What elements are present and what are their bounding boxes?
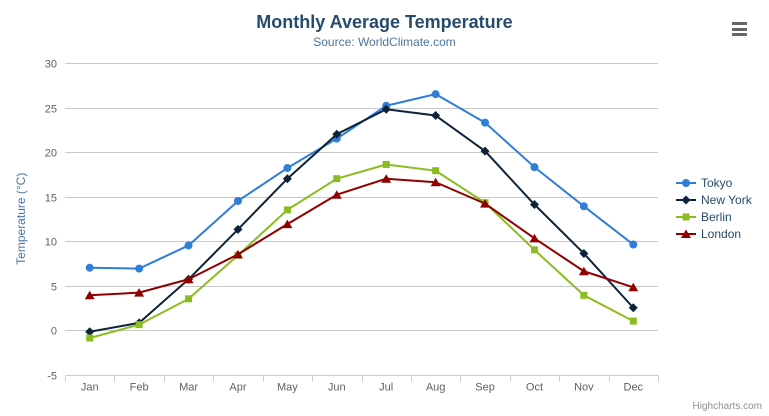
series-point-berlin[interactable] <box>333 175 341 183</box>
series-point-new-york[interactable] <box>431 111 441 121</box>
y-axis-label: 10 <box>45 237 57 249</box>
x-axis-label: Apr <box>229 382 246 394</box>
legend-item-label: London <box>701 226 742 241</box>
series-point-london[interactable] <box>134 288 145 297</box>
y-axis-title: Temperature (°C) <box>14 173 28 265</box>
series-point-london[interactable] <box>430 177 441 187</box>
series-point-berlin[interactable] <box>283 206 291 214</box>
legend-item-label: Berlin <box>701 209 732 224</box>
chart-subtitle: Source: WorldClimate.com <box>313 35 456 49</box>
legend-symbol-diamond-icon <box>676 195 696 204</box>
legend-item-new-york[interactable]: New York <box>676 192 752 207</box>
series-point-new-york[interactable] <box>332 129 342 139</box>
series-point-london[interactable] <box>331 190 342 199</box>
series-new-york <box>85 104 638 337</box>
series-tokyo <box>85 90 638 273</box>
legend-item-tokyo[interactable]: Tokyo <box>676 175 752 190</box>
legend-item-label: New York <box>701 192 752 207</box>
series-line-london <box>88 177 635 297</box>
legend-item-berlin[interactable]: Berlin <box>676 209 752 224</box>
series-point-london[interactable] <box>628 282 639 292</box>
series-point-london[interactable] <box>529 233 540 243</box>
series-point-new-york[interactable] <box>282 174 292 184</box>
series-point-new-york[interactable] <box>85 327 95 337</box>
y-axis-label: 15 <box>45 193 57 205</box>
series-line-berlin <box>88 163 635 340</box>
chart-title: Monthly Average Temperature <box>256 12 513 32</box>
x-axis-label: Dec <box>624 382 644 394</box>
x-axis-label: Oct <box>526 382 543 394</box>
series-point-london[interactable] <box>480 199 491 208</box>
series-point-tokyo[interactable] <box>233 196 242 205</box>
series-point-new-york[interactable] <box>579 248 589 258</box>
series-point-london[interactable] <box>232 249 243 259</box>
series-point-tokyo[interactable] <box>481 118 490 127</box>
hamburger-icon <box>732 33 747 36</box>
series-point-london[interactable] <box>282 219 293 229</box>
series-point-berlin[interactable] <box>86 334 94 342</box>
series-point-berlin[interactable] <box>135 321 143 329</box>
series-point-tokyo[interactable] <box>184 241 193 250</box>
series-point-tokyo[interactable] <box>135 264 144 273</box>
x-axis-label: Jun <box>328 382 346 394</box>
series-line-tokyo <box>88 93 635 270</box>
hamburger-icon <box>732 22 747 25</box>
legend-symbol-square-icon <box>676 213 696 220</box>
series-point-tokyo[interactable] <box>431 90 440 99</box>
legend: Tokyo New York Berlin London <box>676 175 752 241</box>
y-axis-label: 0 <box>51 326 57 338</box>
x-axis-label: May <box>277 382 298 394</box>
series-point-new-york[interactable] <box>529 200 539 210</box>
series-point-new-york[interactable] <box>480 146 490 156</box>
legend-item-london[interactable]: London <box>676 226 752 241</box>
legend-symbol-triangle-icon <box>676 229 696 238</box>
legend-item-label: Tokyo <box>701 175 733 190</box>
series-point-tokyo[interactable] <box>85 263 94 272</box>
x-axis-label: Nov <box>574 382 594 394</box>
series-point-new-york[interactable] <box>233 224 243 234</box>
series-point-berlin[interactable] <box>530 246 538 254</box>
export-menu-button[interactable] <box>729 20 751 38</box>
series-point-london[interactable] <box>578 266 589 276</box>
x-axis-label: Feb <box>130 382 149 394</box>
x-axis-label: Jan <box>81 382 99 394</box>
series-point-new-york[interactable] <box>628 303 638 313</box>
series-line-new-york <box>88 108 635 333</box>
series-point-new-york[interactable] <box>381 104 391 114</box>
y-axis-label: 20 <box>45 148 57 160</box>
series-point-tokyo[interactable] <box>579 202 588 211</box>
series-point-tokyo[interactable] <box>283 164 292 173</box>
series-point-berlin[interactable] <box>629 317 637 325</box>
x-axis-label: Jul <box>379 382 393 394</box>
y-axis-label: 5 <box>51 282 57 294</box>
series-point-berlin[interactable] <box>432 167 440 175</box>
x-axis-label: Mar <box>179 382 198 394</box>
y-axis-label: 25 <box>45 104 57 116</box>
series-point-berlin[interactable] <box>580 291 588 299</box>
hamburger-icon <box>732 27 747 31</box>
series-point-tokyo[interactable] <box>629 240 638 249</box>
series-point-london[interactable] <box>183 274 194 284</box>
legend-symbol-circle-icon <box>676 178 696 187</box>
series-london <box>84 174 639 300</box>
x-axis-label: Sep <box>475 382 495 394</box>
credits-link[interactable]: Highcharts.com <box>692 401 762 412</box>
y-axis-label: 30 <box>45 59 57 71</box>
series-point-berlin[interactable] <box>185 295 193 303</box>
series-point-tokyo[interactable] <box>530 163 539 172</box>
x-axis-label: Aug <box>426 382 446 394</box>
series-point-london[interactable] <box>381 174 392 183</box>
series-point-london[interactable] <box>84 290 95 300</box>
series-point-berlin[interactable] <box>382 160 390 168</box>
y-axis-label: -5 <box>47 371 57 383</box>
